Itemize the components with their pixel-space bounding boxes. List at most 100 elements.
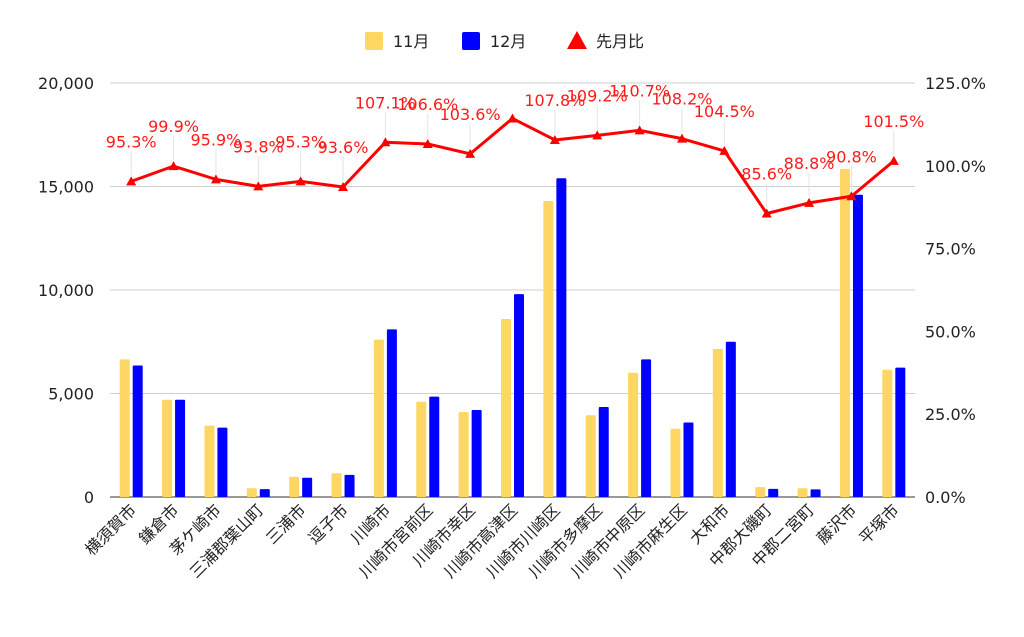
ratio-label-18: 101.5% — [863, 112, 924, 131]
gridlines — [110, 82, 915, 498]
category-label-5: 逗子市 — [304, 500, 351, 547]
bar-dec-15 — [768, 488, 779, 497]
category-label-0: 横須賀市 — [81, 500, 140, 559]
right-tick-label: 75.0% — [925, 240, 976, 259]
bar-dec-13 — [683, 422, 694, 497]
ratio-point-9 — [507, 113, 518, 123]
category-labels: 横須賀市鎌倉市茅ケ崎市三浦郡葉山町三浦市逗子市川崎市川崎市宮前区川崎市幸区川崎市… — [81, 500, 902, 581]
bar-nov-4 — [289, 476, 300, 497]
bar-dec-3 — [259, 489, 270, 497]
ratio-label-16: 88.8% — [784, 154, 835, 173]
ratio-point-6 — [380, 137, 391, 147]
bar-dec-18 — [895, 367, 906, 497]
ratio-label-12: 110.7% — [609, 81, 670, 100]
bar-nov-2 — [204, 425, 215, 497]
ratio-label-1: 99.9% — [148, 117, 199, 136]
ratio-label-15: 85.6% — [741, 164, 792, 183]
bar-dec-5 — [344, 474, 355, 497]
legend-label-nov: 11月 — [393, 32, 429, 51]
ratio-point-7 — [422, 138, 433, 148]
bar-nov-7 — [416, 401, 427, 497]
ratio-point-18 — [888, 155, 899, 165]
right-tick-label: 50.0% — [925, 322, 976, 341]
bar-nov-10 — [543, 200, 554, 498]
ratio-label-6: 107.1% — [355, 93, 416, 112]
legend-swatch-nov — [365, 32, 383, 50]
bar-nov-16 — [797, 488, 808, 497]
category-label-18: 平塚市 — [855, 500, 902, 547]
legend-swatch-dec — [462, 32, 480, 50]
right-tick-label: 25.0% — [925, 405, 976, 424]
ratio-label-5: 93.6% — [318, 138, 369, 157]
bar-dec-0 — [132, 365, 143, 497]
bar-nov-15 — [755, 487, 766, 497]
bar-nov-12 — [628, 372, 639, 497]
category-label-17: 藤沢市 — [813, 500, 860, 547]
bar-dec-11 — [598, 406, 609, 497]
legend: 11月 12月 先月比 — [365, 31, 644, 51]
left-tick-label: 5,000 — [48, 385, 94, 404]
bar-nov-1 — [162, 399, 173, 497]
bar-dec-7 — [429, 396, 440, 497]
bar-dec-1 — [175, 399, 186, 497]
left-tick-label: 0 — [84, 488, 94, 507]
ratio-label-17: 90.8% — [826, 147, 877, 166]
ratio-point-10 — [549, 134, 560, 144]
ratio-label-11: 109.2% — [567, 86, 628, 105]
bar-nov-18 — [882, 369, 893, 497]
ratio-point-8 — [465, 148, 476, 158]
ratio-label-8: 103.6% — [440, 105, 501, 124]
ratio-point-16 — [804, 197, 815, 207]
ratio-label-4: 95.3% — [275, 132, 326, 151]
left-tick-label: 15,000 — [38, 178, 94, 197]
left-axis: 0 5,000 10,000 15,000 20,000 — [38, 74, 94, 507]
bar-nov-14 — [712, 348, 723, 497]
bar-nov-8 — [458, 412, 469, 497]
category-label-4: 三浦市 — [262, 500, 309, 547]
left-tick-label: 10,000 — [38, 281, 94, 300]
ratio-point-11 — [592, 130, 603, 140]
ratio-label-7: 106.6% — [397, 95, 458, 114]
bar-dec-10 — [556, 178, 567, 497]
ratio-label-13: 108.2% — [651, 90, 712, 109]
ratio-point-0 — [126, 176, 137, 186]
bar-dec-16 — [810, 489, 821, 497]
ratio-line — [126, 113, 899, 218]
ratio-label-10: 107.8% — [524, 91, 585, 110]
right-tick-label: 125.0% — [925, 74, 986, 93]
right-tick-label: 100.0% — [925, 157, 986, 176]
legend-label-ratio: 先月比 — [596, 32, 644, 51]
ratio-point-17 — [846, 191, 857, 201]
bar-nov-17 — [839, 168, 850, 497]
legend-marker-ratio — [567, 31, 587, 49]
ratio-point-13 — [676, 133, 687, 143]
ratio-point-2 — [210, 174, 221, 184]
ratio-label-14: 104.5% — [694, 102, 755, 121]
bar-dec-12 — [641, 359, 652, 497]
ratio-label-3: 93.8% — [233, 137, 284, 156]
bar-nov-9 — [501, 318, 511, 497]
ratio-point-12 — [634, 125, 645, 135]
ratio-label-2: 95.9% — [191, 130, 242, 149]
bar-nov-5 — [331, 473, 342, 497]
ratio-point-4 — [295, 176, 306, 186]
bar-dec-4 — [302, 477, 313, 497]
bar-dec-6 — [386, 329, 397, 497]
legend-label-dec: 12月 — [490, 32, 526, 51]
data-labels: 95.3%99.9%95.9%93.8%95.3%93.6%107.1%106.… — [106, 81, 924, 208]
bar-dec-8 — [471, 410, 482, 497]
bar-nov-3 — [246, 488, 257, 497]
bar-dec-9 — [514, 294, 524, 497]
bar-dec-17 — [852, 194, 863, 497]
bar-dec-2 — [217, 427, 228, 497]
bar-nov-0 — [119, 359, 130, 497]
ratio-point-15 — [761, 208, 772, 218]
right-axis: 0.0% 25.0% 50.0% 75.0% 100.0% 125.0% — [925, 74, 986, 507]
ratio-point-1 — [168, 161, 179, 171]
left-tick-label: 20,000 — [38, 74, 94, 93]
ratio-point-3 — [253, 181, 264, 191]
bars — [119, 168, 906, 498]
bar-nov-13 — [670, 428, 681, 497]
